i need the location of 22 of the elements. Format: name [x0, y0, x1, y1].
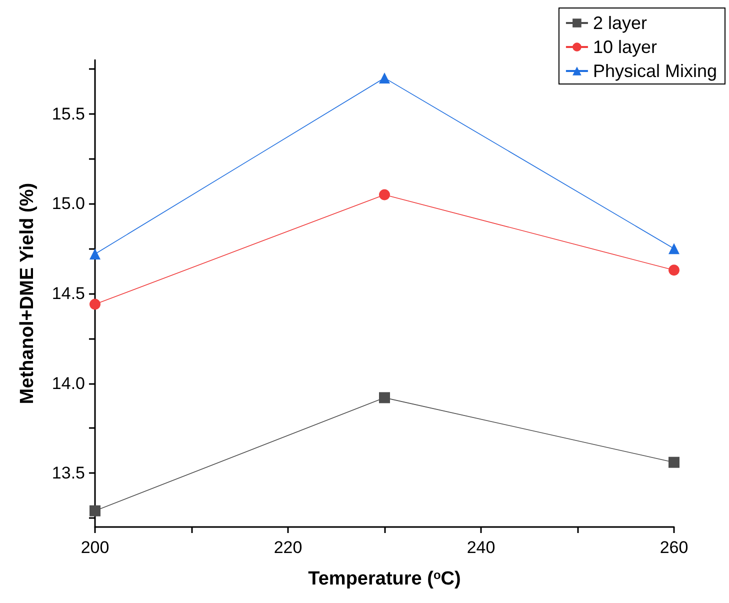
point	[90, 248, 100, 260]
point	[379, 189, 390, 200]
point	[90, 505, 100, 516]
point	[90, 298, 100, 310]
x-tick-label: 220	[274, 538, 302, 557]
x-tick-label: 200	[80, 538, 110, 557]
text: 14.0	[52, 374, 85, 393]
x-tick-label: 240	[466, 538, 496, 557]
point	[379, 392, 390, 404]
legend-label: Physical Mixing	[592, 61, 718, 81]
y-axis-title: Methanol+DME Yield (%)	[17, 182, 38, 404]
y-tick-label: 13.5	[52, 464, 85, 483]
x-tick-label: 260	[660, 538, 688, 557]
point	[668, 456, 680, 468]
y-tick-label: 14.5	[52, 284, 85, 303]
point	[668, 243, 680, 254]
point	[379, 72, 390, 84]
legend-label: 10 layer	[592, 37, 658, 57]
y-tick-label: 15.5	[52, 104, 85, 124]
text: 15.0	[52, 194, 85, 214]
legend-label: 2 layer	[592, 13, 647, 33]
point	[668, 264, 680, 276]
